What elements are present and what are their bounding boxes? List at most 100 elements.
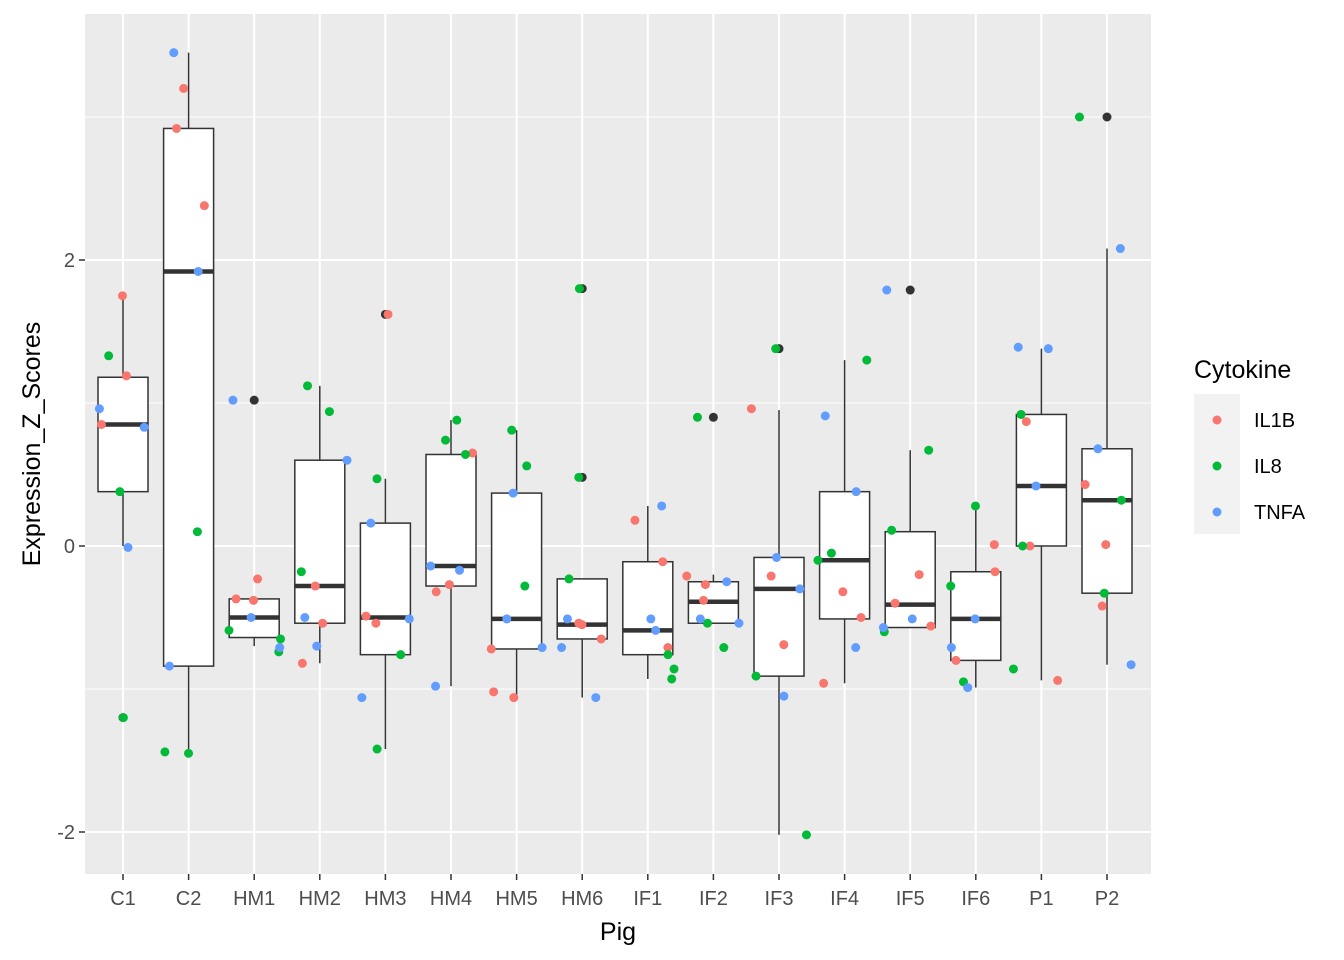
box-iqr [884,530,936,629]
y-tick-label: -2 [57,822,75,844]
point-il1b [371,618,381,628]
point-il1b [1053,675,1063,685]
x-tick-label: HM1 [233,888,275,910]
point-il1b [231,594,241,604]
point-il8 [372,474,382,484]
point-tnfa [562,614,572,624]
point-il1b [658,557,668,567]
box-p2 [1081,248,1133,665]
x-tick-label: HM4 [430,888,472,910]
point-tnfa [455,565,465,575]
point-il8 [192,527,202,537]
point-tnfa [1093,444,1103,454]
point-il8 [751,671,761,681]
point-il8 [970,501,980,511]
panel-background [85,14,1151,874]
point-tnfa [734,618,744,628]
point-il1b [989,540,999,550]
point-il8 [522,461,532,471]
point-il8 [303,381,313,391]
boxplots [97,52,1133,835]
point-tnfa [1043,344,1053,354]
point-il8 [224,625,234,635]
box-iqr [162,127,215,667]
point-tnfa [657,501,667,511]
box-iqr [818,490,871,620]
point-il8 [663,650,673,660]
point-il8 [719,643,729,653]
point-il8 [1008,664,1018,674]
x-tick-label: HM2 [299,888,341,910]
outlier-point [249,395,259,405]
box-hm2 [294,385,346,664]
point-il8 [801,830,811,840]
point-tnfa [646,614,656,624]
point-il1b [489,687,499,697]
legend-label-il1b: IL1B [1254,410,1295,432]
x-tick-label: P1 [1029,888,1053,910]
point-il8 [574,284,584,294]
point-il1b [700,580,710,590]
x-tick-label: IF1 [633,888,662,910]
point-il8 [667,674,677,684]
y-tick-label: 2 [64,250,75,272]
point-il8 [574,472,584,482]
point-tnfa [404,614,414,624]
legend-label-il8: IL8 [1254,456,1282,478]
point-il8 [669,664,679,674]
legend: Cytokine IL1B IL8 TNFA [1194,356,1306,534]
point-il8 [507,425,517,435]
point-tnfa [1126,660,1136,670]
point-tnfa [169,48,179,58]
point-il8 [184,748,194,758]
point-il1b [199,201,209,211]
box-iqr [97,376,149,493]
point-tnfa [907,614,917,624]
point-tnfa [878,623,888,633]
point-il1b [1080,480,1090,490]
point-tnfa [94,404,104,414]
x-tick-label: HM3 [364,888,406,910]
point-tnfa [851,643,861,653]
point-il1b [914,570,924,580]
point-tnfa [275,643,285,653]
point-il1b [574,618,584,628]
box-iqr [622,560,674,656]
point-il8 [564,574,574,584]
point-il8 [862,355,872,365]
legend-label-tnfa: TNFA [1254,502,1306,524]
point-il8 [372,744,382,754]
y-axis: -2 0 2 [57,250,85,844]
point-tnfa [508,488,518,498]
legend-items: IL1B IL8 TNFA [1212,410,1306,524]
jitter-points [94,48,1136,840]
point-il8 [813,555,823,565]
box-p1 [1015,348,1068,681]
outlier-point [708,412,718,422]
y-tick-label: 0 [64,536,75,558]
y-axis-title: Expression_Z_Scores [18,322,46,567]
x-tick-label: IF6 [961,888,990,910]
point-tnfa [795,584,805,594]
point-il1b [1025,541,1035,551]
point-il8 [296,567,306,577]
box-iqr [294,459,346,624]
box-iqr [490,492,543,650]
point-tnfa [591,693,601,703]
point-il8 [702,618,712,628]
box-hm3 [359,478,412,750]
point-il1b [431,587,441,597]
point-il1b [1021,417,1031,427]
point-il8 [452,415,462,425]
point-il1b [819,678,829,688]
legend-key-tnfa [1212,507,1222,517]
point-tnfa [557,643,567,653]
box-iqr [1015,413,1068,547]
point-il8 [946,581,956,591]
point-il8 [1074,112,1084,122]
point-il1b [248,595,258,605]
point-il1b [746,404,756,414]
point-il8 [1016,409,1026,419]
point-tnfa [139,422,149,432]
point-il1b [383,309,393,319]
